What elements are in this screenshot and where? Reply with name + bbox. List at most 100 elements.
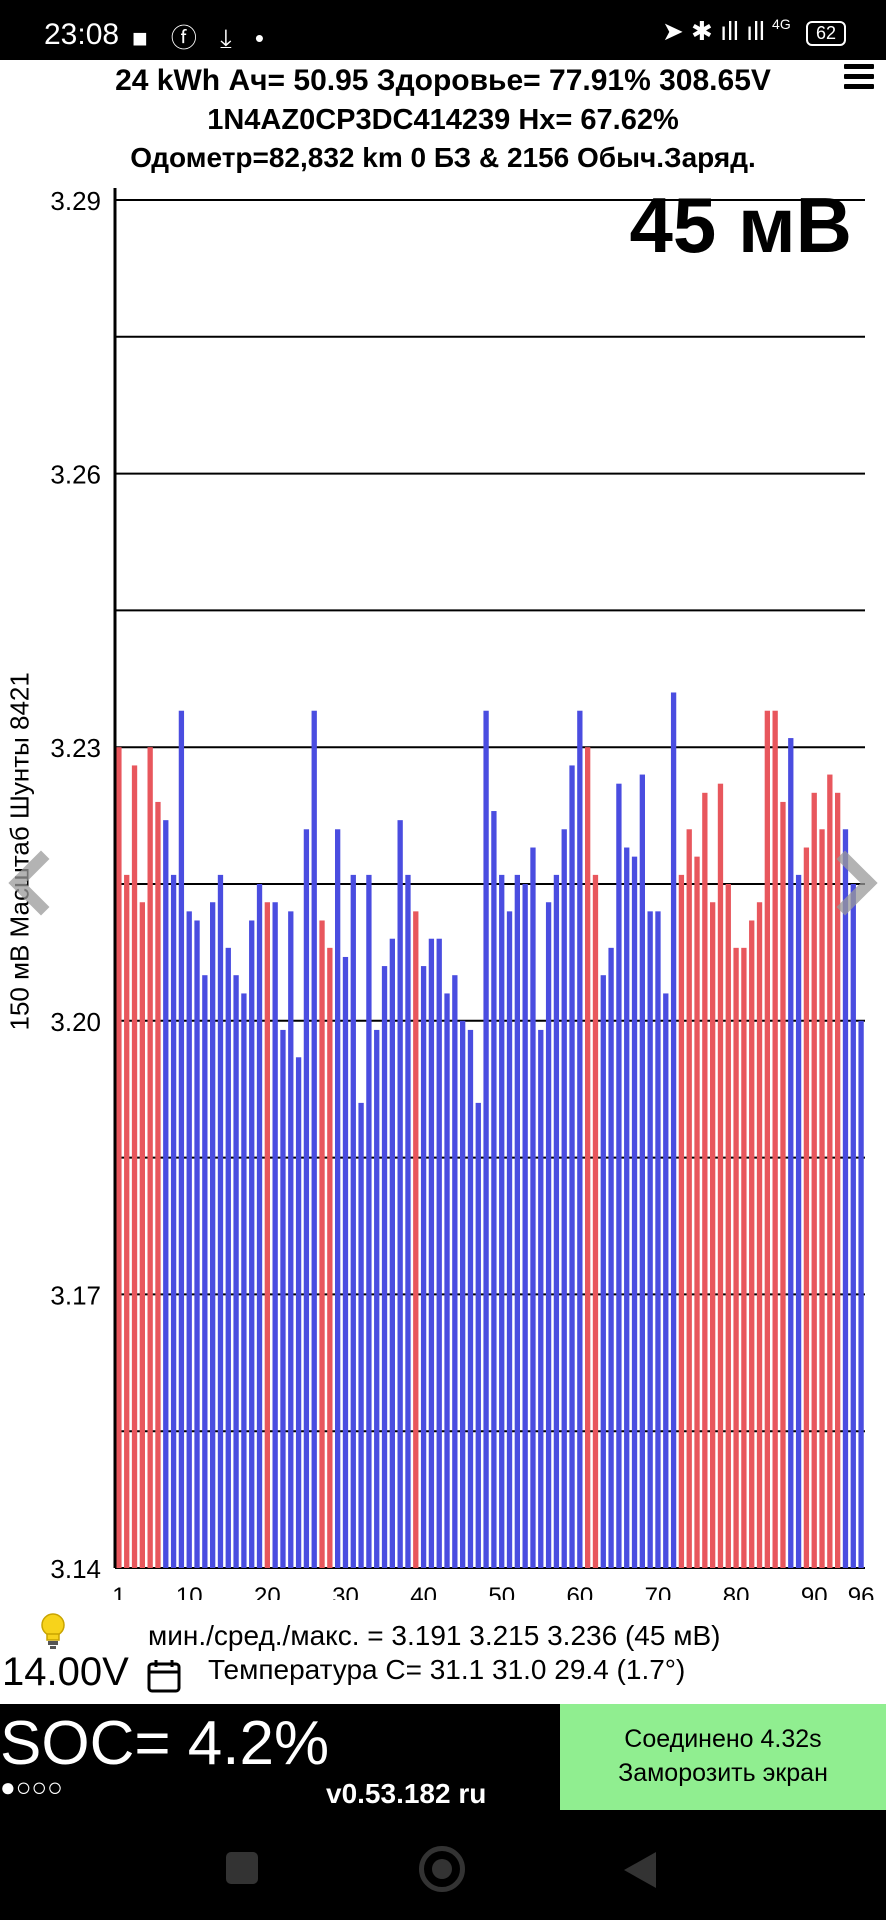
- cell-bar-42: [436, 938, 442, 1568]
- cell-bar-50: [499, 874, 505, 1568]
- cell-bar-34: [374, 1029, 380, 1568]
- cell-bar-12: [202, 975, 208, 1568]
- cell-bar-90: [811, 792, 817, 1568]
- cell-bar-51: [506, 911, 513, 1568]
- cell-bar-58: [561, 829, 567, 1568]
- cell-bar-73: [678, 874, 685, 1568]
- cell-bar-43: [444, 993, 450, 1568]
- temperature-readout: Температура C= 31.1 31.0 29.4 (1.7°): [208, 1654, 686, 1685]
- cell-bar-78: [717, 783, 724, 1568]
- y-tick-label: 3.26: [50, 460, 101, 490]
- battery-icon: 62: [805, 20, 846, 46]
- cell-bar-41: [428, 938, 435, 1568]
- cell-bar-45: [460, 1020, 466, 1568]
- cell-bar-29: [335, 829, 341, 1568]
- x-tick-label: 30: [332, 1583, 359, 1600]
- cell-bar-48: [483, 710, 489, 1568]
- cell-bar-71: [663, 993, 669, 1568]
- cell-bar-16: [233, 975, 239, 1568]
- menu-icon[interactable]: [844, 64, 874, 92]
- home-button[interactable]: [419, 1846, 465, 1892]
- y-tick-label: 3.23: [50, 733, 101, 763]
- cell-bar-1: [116, 747, 122, 1568]
- cell-bar-68: [639, 774, 645, 1568]
- cell-bar-30: [342, 956, 349, 1568]
- y-tick-label: 3.29: [50, 186, 101, 216]
- cell-bar-4: [139, 902, 145, 1568]
- cell-bar-92: [827, 774, 833, 1568]
- cell-bar-28: [327, 947, 333, 1568]
- status-right-icons: ➤ ✱ ıll ıll: [662, 16, 765, 46]
- cell-bar-44: [452, 975, 458, 1568]
- cell-bar-53: [522, 884, 528, 1568]
- recents-button[interactable]: [226, 1852, 258, 1884]
- cell-bar-25: [303, 829, 310, 1568]
- cell-voltage-chart: 3.29 3.26 3.23 3.20 3.17 3.14 1 10 20 30 40 50 60 70 8…: [50, 186, 874, 1600]
- lightbulb-icon[interactable]: [38, 1612, 68, 1652]
- app-version: v0.53.182 ru: [326, 1778, 487, 1809]
- header-line-3: Одометр=82,832 km 0 БЗ & 2156 Обыч.Заряд…: [130, 142, 756, 173]
- aux-battery-voltage: 14.00V: [2, 1650, 129, 1694]
- cell-bar-46: [467, 1029, 474, 1568]
- cell-bar-22: [280, 1029, 286, 1568]
- bottom-bar: SOC= 4.2% ●○○○ v0.53.182 ru Соединено 4.…: [0, 1704, 886, 1810]
- x-tick-label: 10: [176, 1583, 203, 1600]
- cell-bar-35: [381, 966, 388, 1568]
- notification-icons: ■ ⓕ ⤓ •: [132, 23, 272, 53]
- network-label: 4G: [772, 16, 791, 32]
- x-tick-label: 50: [488, 1583, 515, 1600]
- cell-bar-56: [545, 902, 552, 1568]
- cell-bar-91: [819, 829, 825, 1568]
- cell-bar-27: [319, 920, 325, 1568]
- cell-bar-61: [585, 747, 591, 1568]
- calendar-icon[interactable]: [146, 1658, 182, 1694]
- cell-bar-74: [686, 829, 692, 1568]
- cell-bar-5: [147, 747, 153, 1568]
- back-button[interactable]: [624, 1852, 656, 1888]
- cell-bar-10: [186, 911, 192, 1568]
- cell-bar-76: [702, 792, 708, 1568]
- cell-bar-79: [725, 884, 731, 1568]
- cell-bar-96: [858, 1020, 864, 1568]
- cell-bar-95: [850, 884, 856, 1568]
- system-icons: ➤ ✱ ıll ıll 4G 62: [662, 16, 846, 47]
- cell-bar-87: [788, 738, 794, 1568]
- cell-bar-59: [569, 765, 575, 1568]
- connection-status-button[interactable]: Соединено 4.32s Заморозить экран: [560, 1704, 886, 1810]
- android-nav-bar: [0, 1810, 886, 1920]
- cell-bar-75: [694, 856, 700, 1568]
- cell-bar-19: [256, 884, 263, 1568]
- cell-bar-21: [272, 902, 278, 1568]
- cell-bar-81: [741, 947, 747, 1568]
- cell-bar-14: [217, 874, 224, 1568]
- cell-bar-86: [780, 801, 786, 1568]
- cell-bar-15: [225, 947, 231, 1568]
- cell-bar-33: [366, 874, 372, 1568]
- cell-bar-32: [358, 1102, 364, 1568]
- cell-bar-94: [842, 829, 849, 1568]
- cell-bar-77: [710, 902, 716, 1568]
- x-tick-label: 70: [645, 1583, 672, 1600]
- cell-bar-67: [631, 856, 638, 1568]
- voltage-spread-label: 45 мВ: [629, 181, 852, 269]
- cell-bar-60: [577, 710, 583, 1568]
- y-tick-label: 3.17: [50, 1280, 101, 1310]
- x-tick-label: 60: [566, 1583, 593, 1600]
- cell-bar-17: [241, 993, 247, 1568]
- status-time: 23:08: [44, 18, 120, 51]
- y-tick-label: 3.14: [50, 1554, 101, 1584]
- cell-bar-83: [756, 902, 763, 1568]
- connection-label: Соединено 4.32s: [624, 1725, 822, 1753]
- x-tick-label: 80: [723, 1583, 750, 1600]
- cell-bar-57: [553, 874, 560, 1568]
- cell-bar-70: [655, 911, 661, 1568]
- page-dots[interactable]: ●○○○: [0, 1772, 63, 1802]
- x-tick-label: 20: [254, 1583, 281, 1600]
- cell-bar-11: [194, 920, 200, 1568]
- cell-bar-84: [764, 710, 770, 1568]
- cell-bar-37: [397, 820, 403, 1568]
- cell-bar-47: [475, 1102, 481, 1568]
- freeze-screen-label: Заморозить экран: [618, 1759, 828, 1787]
- cell-bar-49: [491, 811, 497, 1568]
- cell-bar-85: [772, 710, 778, 1568]
